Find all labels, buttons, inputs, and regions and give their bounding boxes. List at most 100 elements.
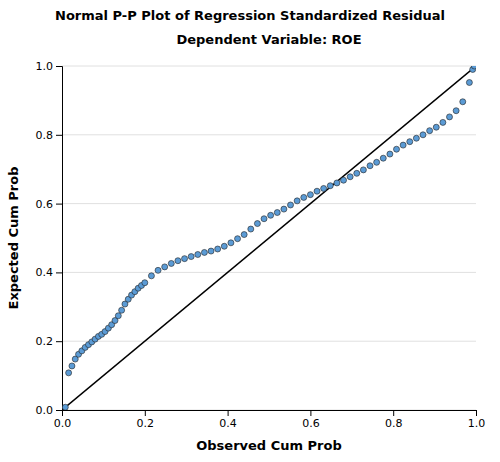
point	[274, 210, 280, 216]
point	[367, 163, 373, 169]
point	[447, 114, 453, 120]
reference-line	[62, 66, 476, 410]
tick-label: 0.0	[54, 417, 72, 430]
point	[360, 167, 366, 173]
point	[387, 151, 393, 157]
point	[341, 177, 347, 183]
point	[440, 119, 446, 125]
tick-mark	[476, 410, 477, 416]
tick-label: 0.8	[36, 129, 54, 142]
point	[241, 232, 247, 238]
x-axis: 0.0 0.2 0.4 0.6 0.8 1.0	[54, 410, 486, 430]
point	[321, 185, 327, 191]
point	[374, 159, 380, 165]
title: Normal P-P Plot of Regression Standardiz…	[55, 8, 445, 23]
y-axis: 0.0 0.2 0.4 0.6 0.8 1.0	[36, 60, 63, 417]
tick-mark	[145, 410, 146, 416]
tick-mark	[56, 66, 62, 67]
point	[248, 226, 254, 232]
point	[400, 142, 406, 148]
point	[347, 174, 353, 180]
point	[268, 212, 274, 218]
point	[354, 170, 360, 176]
tick: 0.8	[385, 410, 403, 430]
point	[215, 246, 221, 252]
point	[69, 363, 75, 369]
tick-mark	[56, 204, 62, 205]
point	[201, 249, 207, 255]
point	[413, 135, 419, 141]
tick: 0.4	[219, 410, 237, 430]
tick-label: 0.6	[36, 198, 54, 211]
point	[228, 240, 234, 246]
tick-mark	[56, 272, 62, 273]
tick: 0.6	[302, 410, 320, 430]
tick: 0.0	[54, 410, 72, 430]
tick-label: 0.4	[36, 266, 54, 279]
point	[281, 206, 287, 212]
marks	[62, 66, 476, 410]
tick-mark	[56, 410, 62, 411]
tick-label: 0.2	[137, 417, 155, 430]
tick-mark	[228, 410, 229, 416]
point	[142, 280, 148, 286]
tick-label: 0.4	[219, 417, 237, 430]
x-axis-title: Observed Cum Prob	[196, 438, 342, 453]
chart: 0.0 0.2 0.4 0.6 0.8 1.0 0.0 0.2 0.4 0.6 0.8 1.0 Norm…	[0, 0, 500, 462]
tick: 1.0	[468, 410, 486, 430]
point	[466, 80, 472, 86]
point	[182, 256, 188, 262]
point	[380, 155, 386, 161]
tick-mark	[56, 135, 62, 136]
point	[208, 248, 214, 254]
tick-label: 0.0	[36, 404, 54, 417]
grid-line	[62, 203, 476, 204]
tick: 0.6	[36, 198, 63, 211]
point	[327, 183, 333, 189]
point	[334, 180, 340, 186]
point	[162, 264, 168, 270]
tick: 0.4	[36, 266, 63, 279]
grid	[62, 66, 476, 410]
tick-label: 0.6	[302, 417, 320, 430]
grid-line	[62, 66, 476, 67]
point	[314, 188, 320, 194]
point	[254, 221, 260, 227]
point	[155, 267, 161, 273]
tick: 1.0	[36, 60, 63, 73]
point	[453, 108, 459, 114]
point	[301, 194, 307, 200]
tick-label: 0.8	[385, 417, 403, 430]
point	[427, 128, 433, 134]
tick-label: 1.0	[36, 60, 54, 73]
tick-mark	[393, 410, 394, 416]
point	[66, 370, 72, 376]
y-axis-title: Expected Cum Prob	[6, 167, 21, 310]
grid-line	[62, 341, 476, 342]
point	[307, 192, 313, 198]
plot-area: 0.0 0.2 0.4 0.6 0.8 1.0 0.0 0.2 0.4 0.6 0.8 1.0	[36, 60, 486, 430]
axis-line	[56, 67, 63, 411]
point	[168, 260, 174, 266]
grid-line	[62, 272, 476, 273]
point	[288, 202, 294, 208]
point	[221, 243, 227, 249]
tick: 0.0	[36, 404, 63, 417]
subtitle: Dependent Variable: ROE	[176, 32, 361, 47]
point	[433, 124, 439, 130]
axis-line	[63, 411, 477, 417]
point	[235, 236, 241, 242]
point	[420, 132, 426, 138]
point	[407, 139, 413, 145]
tick: 0.8	[36, 129, 63, 142]
point	[261, 216, 267, 222]
point	[294, 198, 300, 204]
grid-line	[62, 134, 476, 135]
point	[460, 99, 466, 105]
point	[471, 66, 476, 69]
tick-mark	[56, 341, 62, 342]
tick: 0.2	[36, 335, 63, 348]
point	[119, 307, 125, 313]
tick: 0.2	[137, 410, 155, 430]
point	[115, 313, 121, 319]
